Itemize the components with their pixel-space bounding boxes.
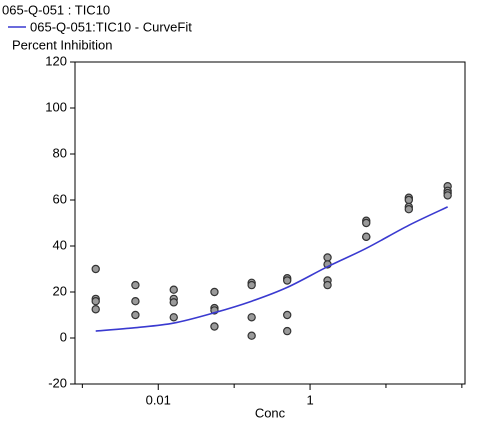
plot-frame	[74, 61, 466, 385]
y-tick-label: -20	[48, 375, 67, 390]
data-point	[210, 322, 219, 331]
legend-label: 065-Q-051:TIC10 - CurveFit	[30, 19, 192, 34]
y-tick-label: 40	[53, 237, 67, 252]
data-point	[362, 218, 371, 228]
data-point	[169, 298, 178, 307]
y-axis-label: Percent Inhibition	[12, 37, 112, 52]
y-tick-label: 20	[53, 283, 67, 298]
data-point	[91, 297, 100, 306]
x-tick-label: 0.01	[146, 392, 171, 407]
data-point	[443, 191, 452, 200]
data-point	[169, 313, 178, 322]
data-point	[91, 305, 100, 314]
y-tick-label: 0	[60, 329, 67, 344]
y-tick-label: 60	[53, 191, 67, 206]
data-point	[323, 280, 332, 290]
data-point	[283, 326, 292, 336]
data-point	[169, 285, 178, 294]
data-point	[247, 280, 256, 290]
x-axis-label: Conc	[255, 405, 286, 420]
data-point	[323, 253, 332, 262]
data-point	[283, 276, 292, 285]
y-tick-label: 120	[45, 53, 67, 68]
y-tick-label: 100	[45, 99, 67, 114]
data-point	[131, 310, 140, 320]
data-point	[404, 204, 414, 214]
data-point	[247, 331, 256, 340]
data-point	[247, 313, 256, 322]
data-point	[404, 195, 414, 205]
curve-fit	[95, 206, 449, 332]
x-tick-label: 1	[306, 392, 313, 407]
data-point	[131, 280, 140, 290]
chart-title: 065-Q-051 : TIC10	[2, 2, 110, 17]
data-point	[91, 264, 100, 274]
data-point	[210, 287, 219, 297]
data-point	[283, 310, 292, 320]
data-point	[362, 232, 371, 241]
data-point	[131, 297, 140, 306]
y-tick-label: 80	[53, 145, 67, 160]
